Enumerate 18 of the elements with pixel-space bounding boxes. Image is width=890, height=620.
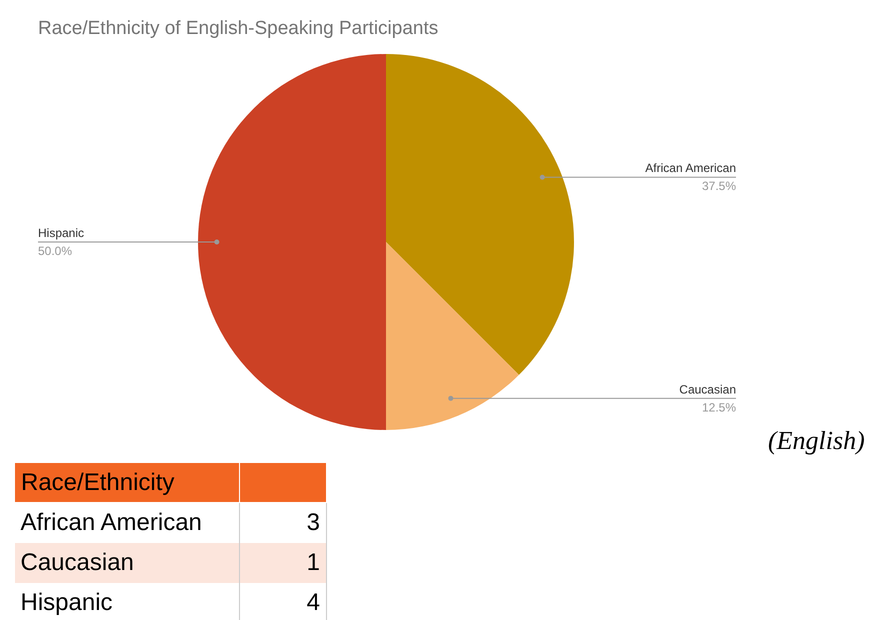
text: (English) — [768, 426, 865, 456]
text: 1 — [240, 542, 326, 582]
pie-slice — [198, 54, 386, 430]
table-header: Race/Ethnicity — [14, 462, 326, 502]
pie-slice — [386, 54, 574, 375]
text: 4 — [240, 582, 326, 620]
category-label: Hispanic — [20, 588, 113, 616]
slice-label: Hispanic — [38, 226, 84, 240]
text: 3 — [240, 502, 326, 542]
slice-label: African American — [645, 161, 736, 176]
data-label: 37.5% — [702, 179, 736, 194]
category-label: African American — [20, 508, 202, 536]
pie-slice — [386, 242, 519, 430]
chart-title: Race/Ethnicity of English-Speaking Participants — [38, 18, 438, 39]
data-label: 12.5% — [702, 400, 736, 414]
category-label: Caucasian — [20, 548, 134, 576]
data-label: 50.0% — [38, 244, 72, 258]
slice-label: Caucasian — [679, 382, 736, 396]
